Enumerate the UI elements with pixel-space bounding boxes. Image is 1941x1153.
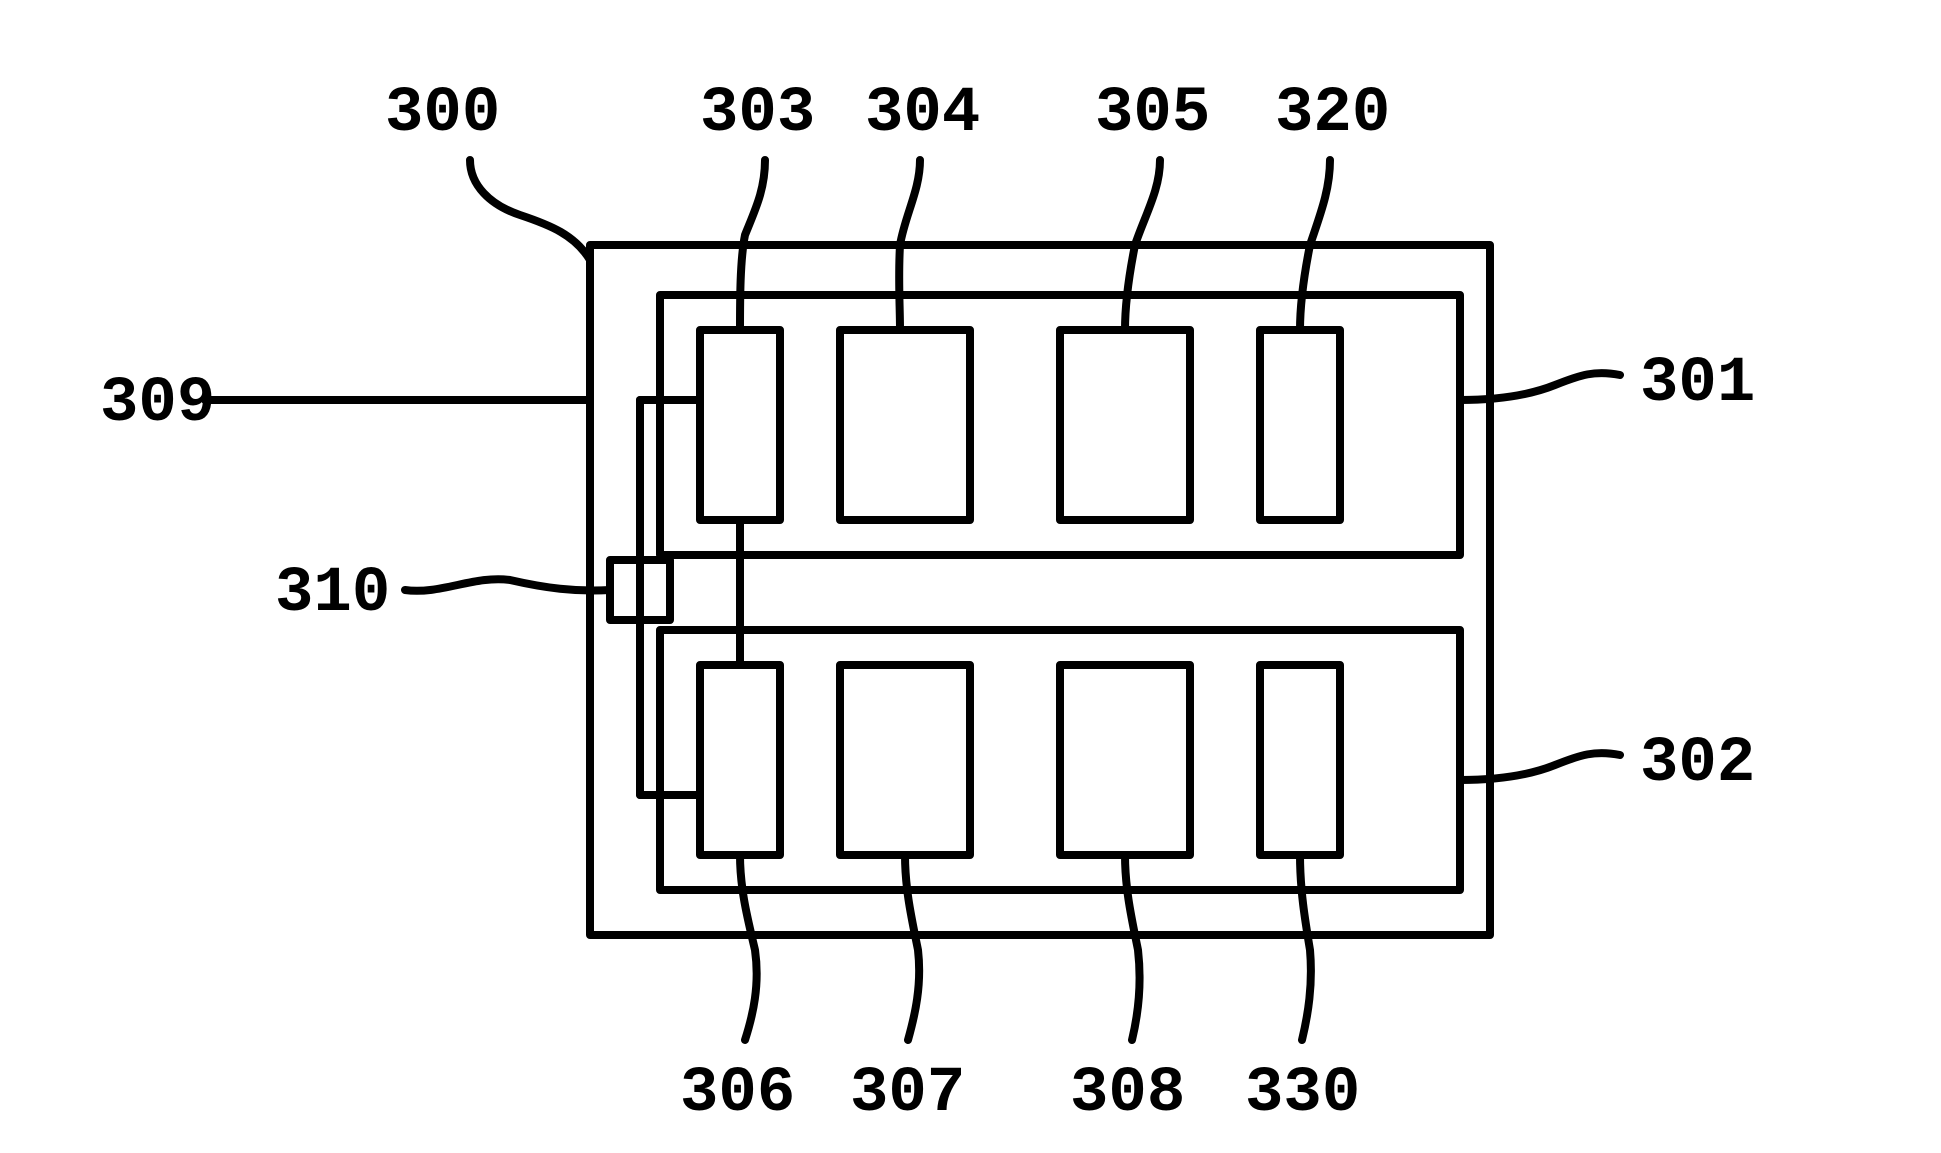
leader-310 (405, 579, 610, 591)
leader-330 (1300, 855, 1311, 1040)
leader-306 (740, 855, 757, 1040)
component-box-306 (700, 665, 780, 855)
component-box-304 (840, 330, 970, 520)
label-300: 300 (385, 78, 500, 150)
label-310: 310 (275, 558, 390, 630)
leader-308 (1125, 855, 1140, 1040)
block-diagram: 300 303 304 305 320 309 301 310 302 306 307 308 330 (0, 0, 1941, 1153)
label-301: 301 (1640, 348, 1755, 420)
component-box-307 (840, 665, 970, 855)
component-box-305 (1060, 330, 1190, 520)
label-305: 305 (1095, 78, 1210, 150)
label-302: 302 (1640, 728, 1755, 800)
component-box-308 (1060, 665, 1190, 855)
component-box-320 (1260, 330, 1340, 520)
component-box-303 (700, 330, 780, 520)
label-306: 306 (680, 1058, 795, 1130)
label-308: 308 (1070, 1058, 1185, 1130)
leader-307 (905, 855, 919, 1040)
label-320: 320 (1275, 78, 1390, 150)
component-box-330 (1260, 665, 1340, 855)
label-304: 304 (865, 78, 980, 150)
label-307: 307 (850, 1058, 965, 1130)
outer-box-300 (590, 245, 1490, 935)
leader-301 (1460, 373, 1620, 400)
leader-302 (1460, 753, 1620, 780)
label-309: 309 (100, 368, 215, 440)
label-330: 330 (1245, 1058, 1360, 1130)
label-303: 303 (700, 78, 815, 150)
leader-300 (470, 160, 590, 260)
